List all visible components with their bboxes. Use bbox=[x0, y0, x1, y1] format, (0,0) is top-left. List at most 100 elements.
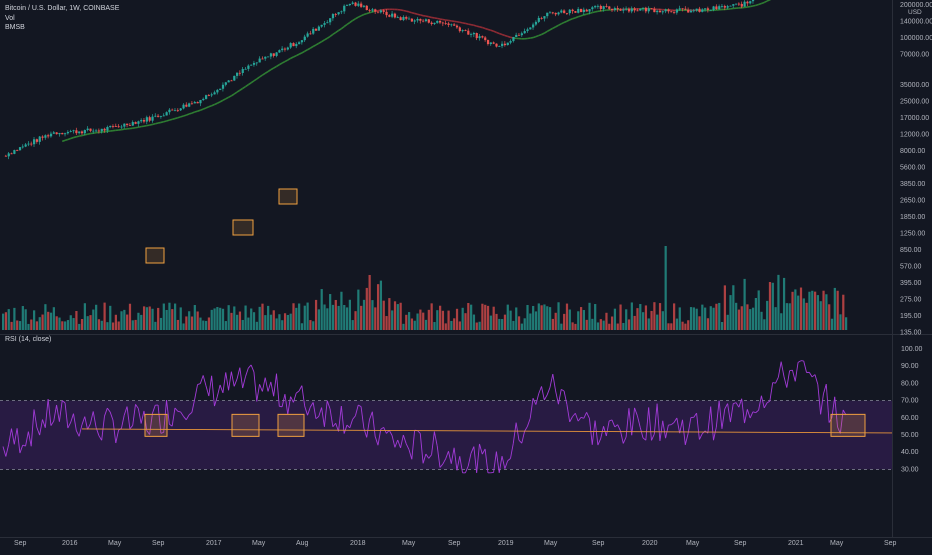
bmsb-segment bbox=[412, 13, 415, 14]
volume-bar bbox=[611, 317, 613, 330]
candle bbox=[151, 117, 153, 121]
volume-bar bbox=[574, 324, 576, 330]
volume-bar bbox=[326, 308, 328, 330]
candle bbox=[442, 23, 444, 24]
candle bbox=[526, 29, 528, 31]
bmsb-segment bbox=[477, 26, 480, 27]
price-tick-label: 850.00 bbox=[900, 247, 922, 254]
candle bbox=[560, 10, 562, 12]
candle bbox=[374, 9, 376, 11]
volume-bar bbox=[405, 315, 407, 330]
bmsb-segment bbox=[536, 36, 539, 37]
volume-bar bbox=[834, 288, 836, 330]
candle bbox=[580, 9, 582, 12]
candle bbox=[701, 9, 703, 12]
volume-bar bbox=[369, 275, 371, 330]
candle bbox=[253, 63, 255, 65]
candle bbox=[50, 134, 52, 137]
volume-bar bbox=[101, 321, 103, 330]
price-tick-label: 1850.00 bbox=[900, 214, 925, 221]
candle bbox=[256, 62, 258, 63]
bmsb-segment bbox=[573, 18, 576, 19]
volume-bar bbox=[118, 321, 120, 330]
candle bbox=[619, 9, 621, 10]
candle bbox=[498, 46, 500, 47]
candle bbox=[501, 44, 503, 46]
volume-bar bbox=[425, 320, 427, 330]
candle bbox=[549, 12, 551, 13]
volume-bar bbox=[560, 324, 562, 330]
candle bbox=[47, 135, 49, 136]
candle bbox=[563, 10, 565, 12]
candle bbox=[431, 23, 433, 24]
candle bbox=[304, 37, 306, 41]
candle bbox=[400, 17, 402, 20]
volume-bar bbox=[746, 304, 748, 330]
volume-bar bbox=[340, 292, 342, 330]
bmsb-segment bbox=[68, 138, 71, 139]
candle bbox=[329, 18, 331, 22]
bmsb-segment bbox=[409, 12, 412, 13]
candle bbox=[273, 53, 275, 56]
candle bbox=[447, 23, 449, 24]
bmsb-segment bbox=[82, 135, 85, 136]
volume-bar bbox=[526, 305, 528, 330]
highlight-box-price bbox=[279, 189, 297, 204]
bmsb-segment bbox=[592, 12, 595, 13]
candle bbox=[529, 27, 531, 29]
volume-bar bbox=[681, 322, 683, 330]
volume-bar bbox=[261, 304, 263, 330]
time-tick-label: Sep bbox=[14, 540, 27, 547]
candle bbox=[509, 41, 511, 43]
candle bbox=[684, 9, 686, 10]
rsi-tick-label: 50.00 bbox=[901, 432, 919, 439]
volume-bar bbox=[149, 306, 151, 330]
candle bbox=[306, 33, 308, 36]
volume-bar bbox=[521, 324, 523, 330]
volume-bar bbox=[166, 310, 168, 330]
candle bbox=[118, 126, 120, 127]
volume-bar bbox=[25, 309, 27, 330]
candle bbox=[174, 110, 176, 111]
candle bbox=[366, 6, 368, 10]
candle bbox=[267, 57, 269, 58]
candle bbox=[741, 4, 743, 7]
volume-bar bbox=[137, 313, 139, 330]
candle bbox=[61, 133, 63, 134]
candle bbox=[233, 76, 235, 81]
volume-bar bbox=[8, 309, 10, 330]
time-tick-label: Aug bbox=[296, 540, 309, 547]
highlight-box-price bbox=[233, 220, 253, 235]
candle bbox=[242, 69, 244, 73]
volume-bar bbox=[772, 283, 774, 330]
volume-bar bbox=[53, 307, 55, 330]
volume-bar bbox=[665, 246, 667, 330]
volume-bar bbox=[628, 319, 630, 330]
volume-bar bbox=[213, 308, 215, 330]
candle bbox=[115, 126, 117, 127]
volume-bar bbox=[259, 307, 261, 330]
candle bbox=[715, 6, 717, 9]
bmsb-segment bbox=[539, 34, 542, 35]
volume-bar bbox=[580, 307, 582, 330]
rsi-tick-label: 40.00 bbox=[901, 449, 919, 456]
candle bbox=[89, 129, 91, 131]
volume-bar bbox=[543, 304, 545, 330]
volume-bar bbox=[712, 308, 714, 330]
bmsb-segment bbox=[181, 116, 184, 117]
volume-bar bbox=[493, 307, 495, 330]
bmsb-segment bbox=[479, 27, 482, 28]
bmsb-segment bbox=[71, 138, 74, 139]
volume-bar bbox=[608, 324, 610, 330]
candle bbox=[343, 6, 345, 12]
bmsb-segment bbox=[144, 126, 147, 127]
volume-bar bbox=[275, 318, 277, 330]
volume-bar bbox=[636, 308, 638, 330]
candle bbox=[202, 99, 204, 100]
candle bbox=[103, 129, 105, 131]
volume-bar bbox=[839, 314, 841, 330]
candle bbox=[591, 7, 593, 9]
candle bbox=[5, 156, 7, 157]
bmsb-segment bbox=[417, 14, 420, 15]
volume-bar bbox=[487, 306, 489, 330]
